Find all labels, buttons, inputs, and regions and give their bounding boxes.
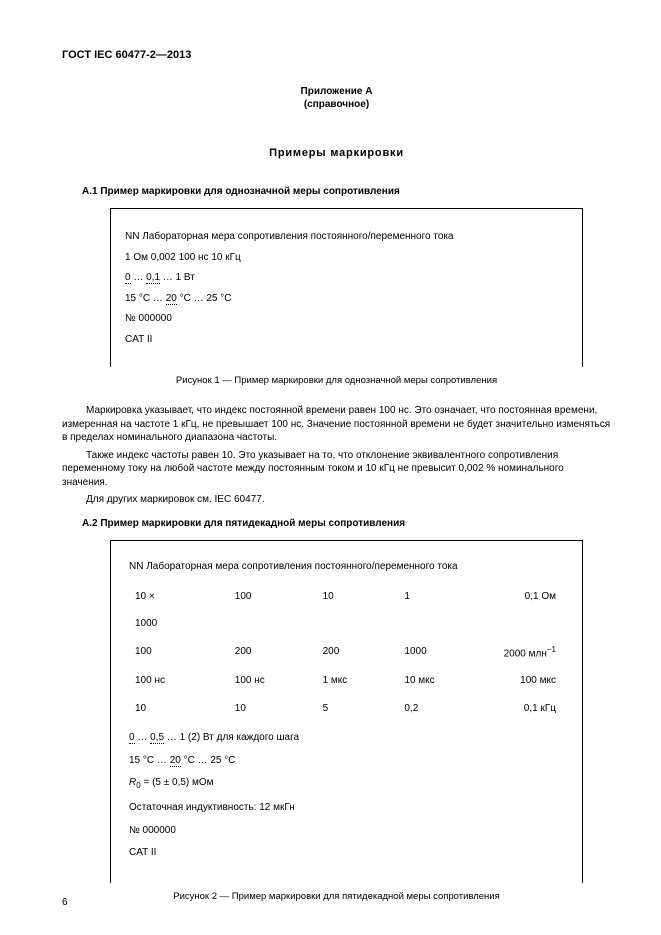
cell: 2000 млн−1 xyxy=(480,638,564,668)
figure-2-box: NN Лабораторная мера сопротивления посто… xyxy=(110,540,583,883)
fig2-top-line: NN Лабораторная мера сопротивления посто… xyxy=(129,560,564,574)
paragraph: Также индекс частоты равен 10. Это указы… xyxy=(62,449,611,490)
annex-title: Приложение А xyxy=(62,85,611,99)
figure-1-box: NN Лабораторная мера сопротивления посто… xyxy=(110,208,583,367)
cell: 5 xyxy=(305,695,389,723)
cell: 100 xyxy=(129,638,213,668)
cell: 10 xyxy=(217,695,301,723)
paragraph: Для других маркировок см. IEC 60477. xyxy=(62,493,611,507)
cell: 1000 xyxy=(129,610,213,638)
text: = (5 ± 0,5) мОм xyxy=(141,777,214,788)
fig1-line: 1 Ом 0,002 100 нс 10 кГц xyxy=(125,251,568,265)
dotted-text: 20 xyxy=(166,294,177,305)
fig2-line: 0 … 0,5 … 1 (2) Вт для каждого шага xyxy=(129,731,564,745)
dotted-text: 0 xyxy=(129,733,135,744)
text: 1 (2) Вт для каждого шага xyxy=(180,732,299,743)
cell: 200 xyxy=(217,638,301,668)
fig1-line: NN Лабораторная мера сопротивления посто… xyxy=(125,230,568,244)
cell: 1 мкс xyxy=(305,667,389,695)
figure-1-caption: Рисунок 1 — Пример маркировки для однозн… xyxy=(62,375,611,388)
dotted-text: 0 xyxy=(125,273,131,284)
dotted-text: 0,5 xyxy=(150,733,164,744)
fig2-line: CAT II xyxy=(129,846,564,860)
fig2-line: R0 = (5 ± 0,5) мОм xyxy=(129,776,564,792)
cell: 100 нс xyxy=(217,667,301,695)
text: 2000 млн xyxy=(504,648,547,659)
text: 15 °С xyxy=(129,755,154,766)
cell: 100 нс xyxy=(129,667,213,695)
cell: 10 мкс xyxy=(392,667,476,695)
cell xyxy=(217,610,301,638)
cell: 1000 xyxy=(392,638,476,668)
text: 1 Вт xyxy=(176,272,195,283)
paragraph: Маркировка указывает, что индекс постоян… xyxy=(62,404,611,445)
fig1-line: 15 °С … 20 °С … 25 °С xyxy=(125,292,568,306)
dotted-text: 20 xyxy=(170,756,181,767)
annex-subtitle: (справочное) xyxy=(62,98,611,112)
cell: 0,1 кГц xyxy=(480,695,564,723)
cell: 10 × xyxy=(129,583,213,611)
page-number: 6 xyxy=(62,896,68,910)
cell xyxy=(480,610,564,638)
page-title: Примеры маркировки xyxy=(62,146,611,161)
text: 15 °С xyxy=(125,293,150,304)
superscript: −1 xyxy=(547,645,556,654)
cell: 200 xyxy=(305,638,389,668)
fig2-line: Остаточная индуктивность: 12 мкГн xyxy=(129,801,564,815)
dotted-text: 0,1 xyxy=(146,273,160,284)
fig1-line: 0 … 0,1 … 1 Вт xyxy=(125,271,568,285)
text: °С … 25 °С xyxy=(180,293,232,304)
cell: 100 мкс xyxy=(480,667,564,695)
cell: 0,2 xyxy=(392,695,476,723)
section-a1-heading: А.1 Пример маркировки для однозначной ме… xyxy=(82,185,611,199)
cell xyxy=(392,610,476,638)
page: ГОСТ IEC 60477-2—2013 Приложение А (спра… xyxy=(0,0,661,935)
text: °С … 25 °С xyxy=(184,755,236,766)
cell: 100 xyxy=(217,583,301,611)
fig1-line: CAT II xyxy=(125,333,568,347)
fig2-line: 15 °С … 20 °С … 25 °С xyxy=(129,754,564,768)
cell xyxy=(305,610,389,638)
cell: 0,1 Ом xyxy=(480,583,564,611)
fig1-line: № 000000 xyxy=(125,312,568,326)
figure-2-caption: Рисунок 2 — Пример маркировки для пятиде… xyxy=(62,891,611,904)
section-a2-heading: А.2 Пример маркировки для пятидекадной м… xyxy=(82,517,611,531)
doc-id: ГОСТ IEC 60477-2—2013 xyxy=(62,48,611,63)
fig2-line: № 000000 xyxy=(129,824,564,838)
cell: 10 xyxy=(305,583,389,611)
cell: 1 xyxy=(392,583,476,611)
fig2-table: 10 × 100 10 1 0,1 Ом 1000 100 200 200 10… xyxy=(129,583,564,723)
cell: 10 xyxy=(129,695,213,723)
